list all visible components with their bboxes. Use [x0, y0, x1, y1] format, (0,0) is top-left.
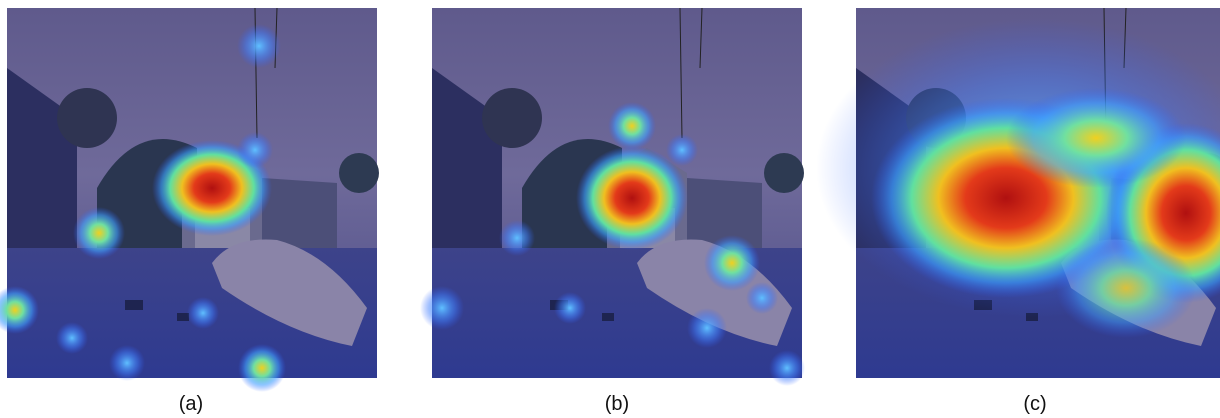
panel-caption: (c): [1023, 393, 1046, 415]
page: (a) (b) (c) (() => { const data = JSON.p…: [0, 0, 1220, 418]
panel-image: [420, 8, 805, 386]
panel-image: [0, 8, 379, 392]
panel-caption: (b): [605, 393, 629, 415]
figure: (a) (b) (c): [0, 0, 1220, 418]
panel-caption: (a): [179, 393, 203, 415]
panel-image: [816, 8, 1220, 378]
